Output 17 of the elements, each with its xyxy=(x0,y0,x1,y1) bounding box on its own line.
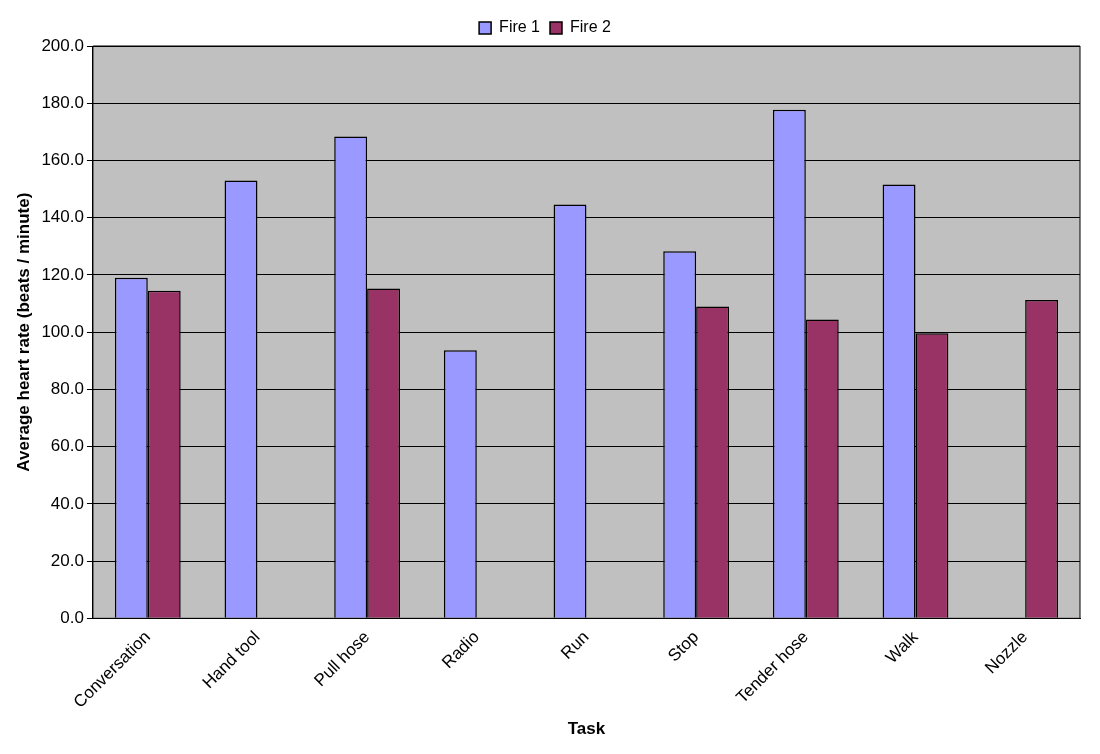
y-tick-label: 100.0 xyxy=(41,321,84,341)
x-axis-title: Task xyxy=(567,719,606,739)
x-tick-label: Run xyxy=(557,627,593,663)
legend-label: Fire 2 xyxy=(570,18,611,36)
y-tick-label: 80.0 xyxy=(50,379,84,399)
y-tick-label: 60.0 xyxy=(50,436,84,456)
legend-label: Fire 1 xyxy=(499,18,541,36)
y-tick-label: 180.0 xyxy=(41,92,84,112)
y-tick-label: 0.0 xyxy=(60,608,84,628)
y-tick-label: 120.0 xyxy=(41,264,84,284)
y-tick-label: 160.0 xyxy=(41,150,84,170)
y-tick-label: 40.0 xyxy=(50,493,84,513)
y-tick-label: 20.0 xyxy=(50,550,84,570)
y-tick-label: 140.0 xyxy=(41,207,84,227)
x-tick-label: Stop xyxy=(664,627,703,666)
y-tick-label: 200.0 xyxy=(41,35,84,55)
y-axis-title: Average heart rate (beats / minute) xyxy=(13,192,33,472)
